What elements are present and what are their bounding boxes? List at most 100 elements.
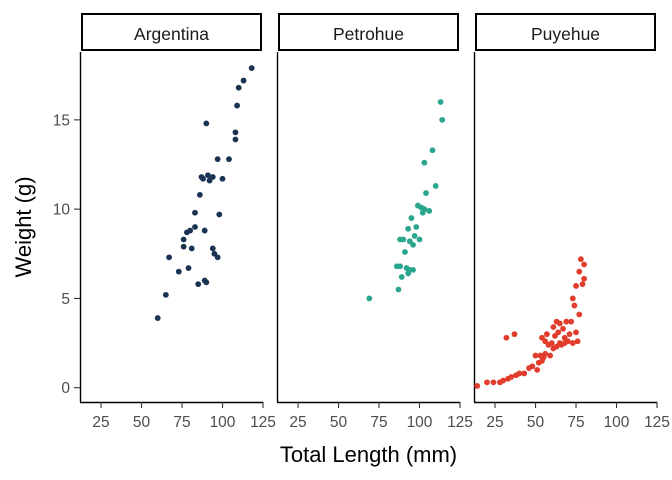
data-point	[439, 116, 446, 123]
data-point	[219, 175, 226, 182]
data-point	[166, 254, 172, 261]
data-point	[175, 268, 182, 275]
data-point	[408, 215, 415, 221]
data-point	[569, 295, 576, 302]
x-tick-label: 75	[173, 414, 190, 431]
data-point	[397, 263, 403, 270]
data-point	[216, 211, 223, 218]
data-point	[203, 120, 210, 127]
data-point	[569, 340, 576, 346]
data-point	[581, 261, 588, 268]
data-point	[490, 379, 497, 386]
y-tick-label: 15	[53, 112, 70, 129]
data-point	[560, 325, 566, 332]
x-tick-label: 50	[133, 414, 151, 431]
facet-strip	[81, 13, 262, 51]
data-point	[437, 99, 444, 105]
data-point	[405, 225, 412, 232]
data-point	[192, 224, 198, 230]
data-point	[201, 227, 208, 234]
data-point	[421, 206, 428, 213]
data-point	[576, 268, 583, 275]
data-point	[421, 159, 428, 166]
facet-strip	[475, 13, 656, 51]
data-point	[542, 350, 549, 357]
data-point	[187, 227, 194, 234]
x-tick-label: 125	[644, 414, 670, 431]
data-point	[411, 233, 418, 239]
x-tick-label: 125	[447, 414, 473, 431]
data-point	[416, 236, 423, 243]
data-point	[410, 241, 416, 248]
data-point	[503, 334, 510, 341]
data-point	[426, 208, 433, 214]
data-point	[548, 340, 555, 346]
data-point	[550, 324, 557, 330]
panel-puyehue: Puyehue 25 50 75 100 125	[473, 13, 670, 431]
data-point	[566, 331, 573, 338]
data-point	[423, 190, 429, 196]
data-point	[573, 283, 579, 289]
data-point	[534, 366, 541, 373]
data-point	[432, 183, 439, 189]
data-point	[226, 156, 232, 163]
data-point	[234, 102, 240, 109]
data-point	[196, 191, 203, 198]
data-point	[192, 209, 198, 216]
facet-label: Puyehue	[531, 24, 600, 44]
data-point	[398, 274, 405, 280]
panel-argentina: Argentina 25 50 75 100 125 0 5 10 15	[53, 13, 276, 431]
data-point	[529, 363, 536, 370]
y-axis-title: Weight (g)	[11, 176, 36, 277]
data-point	[500, 377, 507, 384]
data-point	[240, 77, 247, 84]
data-point	[395, 286, 402, 293]
data-point	[214, 156, 221, 163]
x-tick-label: 75	[567, 414, 584, 431]
data-point	[576, 311, 583, 318]
data-point	[413, 224, 420, 230]
data-point	[555, 329, 562, 336]
data-point	[402, 249, 408, 255]
data-point	[568, 318, 575, 325]
x-tick-label: 50	[330, 414, 348, 431]
data-point	[532, 352, 539, 359]
x-tick-label: 100	[407, 414, 433, 431]
data-point	[248, 65, 255, 71]
x-tick-label: 50	[527, 414, 545, 431]
x-tick-label: 100	[604, 414, 630, 431]
data-point	[235, 84, 242, 91]
data-point	[205, 172, 211, 179]
facet-label: Petrohue	[333, 24, 404, 44]
x-tick-label: 75	[370, 414, 387, 431]
data-point	[195, 281, 202, 288]
data-point	[521, 370, 528, 377]
x-axis-title: Total Length (mm)	[280, 442, 457, 467]
data-point	[516, 370, 523, 377]
data-point	[577, 256, 584, 263]
data-point	[556, 320, 563, 327]
data-point	[579, 281, 586, 288]
data-point	[154, 315, 161, 321]
data-point	[203, 279, 210, 286]
data-point	[573, 329, 579, 336]
data-point	[366, 295, 373, 302]
facet-label: Argentina	[134, 24, 209, 44]
data-point	[400, 236, 407, 243]
data-point	[571, 302, 578, 309]
y-tick-label: 10	[53, 202, 71, 219]
x-tick-label: 25	[289, 414, 306, 431]
data-point	[574, 338, 581, 345]
data-point	[180, 236, 187, 243]
y-tick-label: 0	[61, 380, 70, 397]
data-point	[543, 331, 550, 338]
data-point	[180, 243, 187, 250]
x-tick-label: 100	[210, 414, 236, 431]
x-tick-label: 125	[250, 414, 276, 431]
data-point	[188, 245, 195, 252]
panel-petrohue: Petrohue 25 50 75 100 125	[276, 13, 473, 431]
data-point	[232, 136, 239, 143]
data-point	[565, 338, 571, 345]
x-tick-label: 25	[92, 414, 109, 431]
